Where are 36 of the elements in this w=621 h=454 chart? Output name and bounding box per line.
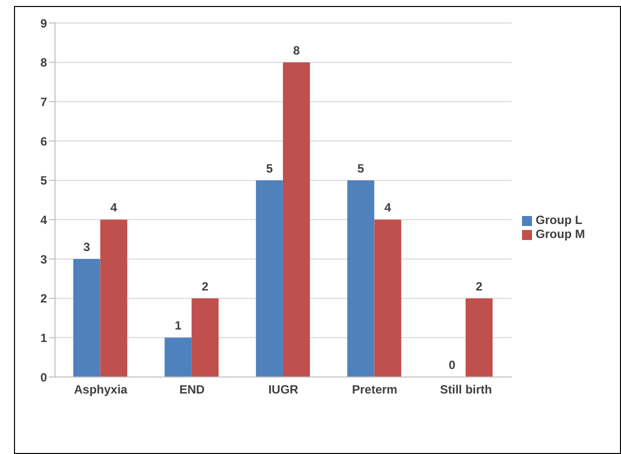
y-tick-label: 1 xyxy=(40,330,48,345)
y-tick-label: 9 xyxy=(40,16,48,30)
data-label: 5 xyxy=(357,161,364,176)
data-label: 4 xyxy=(110,200,118,215)
bar xyxy=(347,180,374,377)
data-label: 0 xyxy=(448,358,456,372)
x-tick-label: Still birth xyxy=(440,382,492,397)
data-label: 3 xyxy=(83,240,90,254)
bar xyxy=(164,338,192,377)
y-tick-label: 8 xyxy=(40,56,48,70)
bar xyxy=(100,220,128,377)
y-tick-label: 7 xyxy=(40,94,48,109)
y-tick-label: 5 xyxy=(40,174,48,188)
x-tick-label: IUGR xyxy=(268,382,299,397)
data-label: 8 xyxy=(293,43,300,58)
data-label: 2 xyxy=(202,279,209,294)
bar xyxy=(192,298,219,377)
y-tick-label: 2 xyxy=(40,292,48,306)
data-label: 5 xyxy=(266,161,274,176)
bar xyxy=(282,62,310,377)
y-tick-label: 4 xyxy=(40,212,48,227)
bar xyxy=(374,220,402,377)
legend-label: Group M xyxy=(536,227,585,241)
y-tick-label: 3 xyxy=(40,252,48,266)
y-tick-label: 0 xyxy=(40,370,48,384)
x-tick-label: END xyxy=(179,382,205,397)
bar xyxy=(466,298,493,377)
data-label: 1 xyxy=(174,318,182,333)
bar xyxy=(73,259,100,377)
legend-label: Group L xyxy=(536,213,582,227)
data-label: 4 xyxy=(384,200,392,215)
x-tick-label: Asphyxia xyxy=(74,382,128,397)
x-tick-label: Preterm xyxy=(352,382,398,397)
data-label: 2 xyxy=(476,279,483,294)
bar xyxy=(256,180,283,377)
y-tick-label: 6 xyxy=(40,134,48,148)
